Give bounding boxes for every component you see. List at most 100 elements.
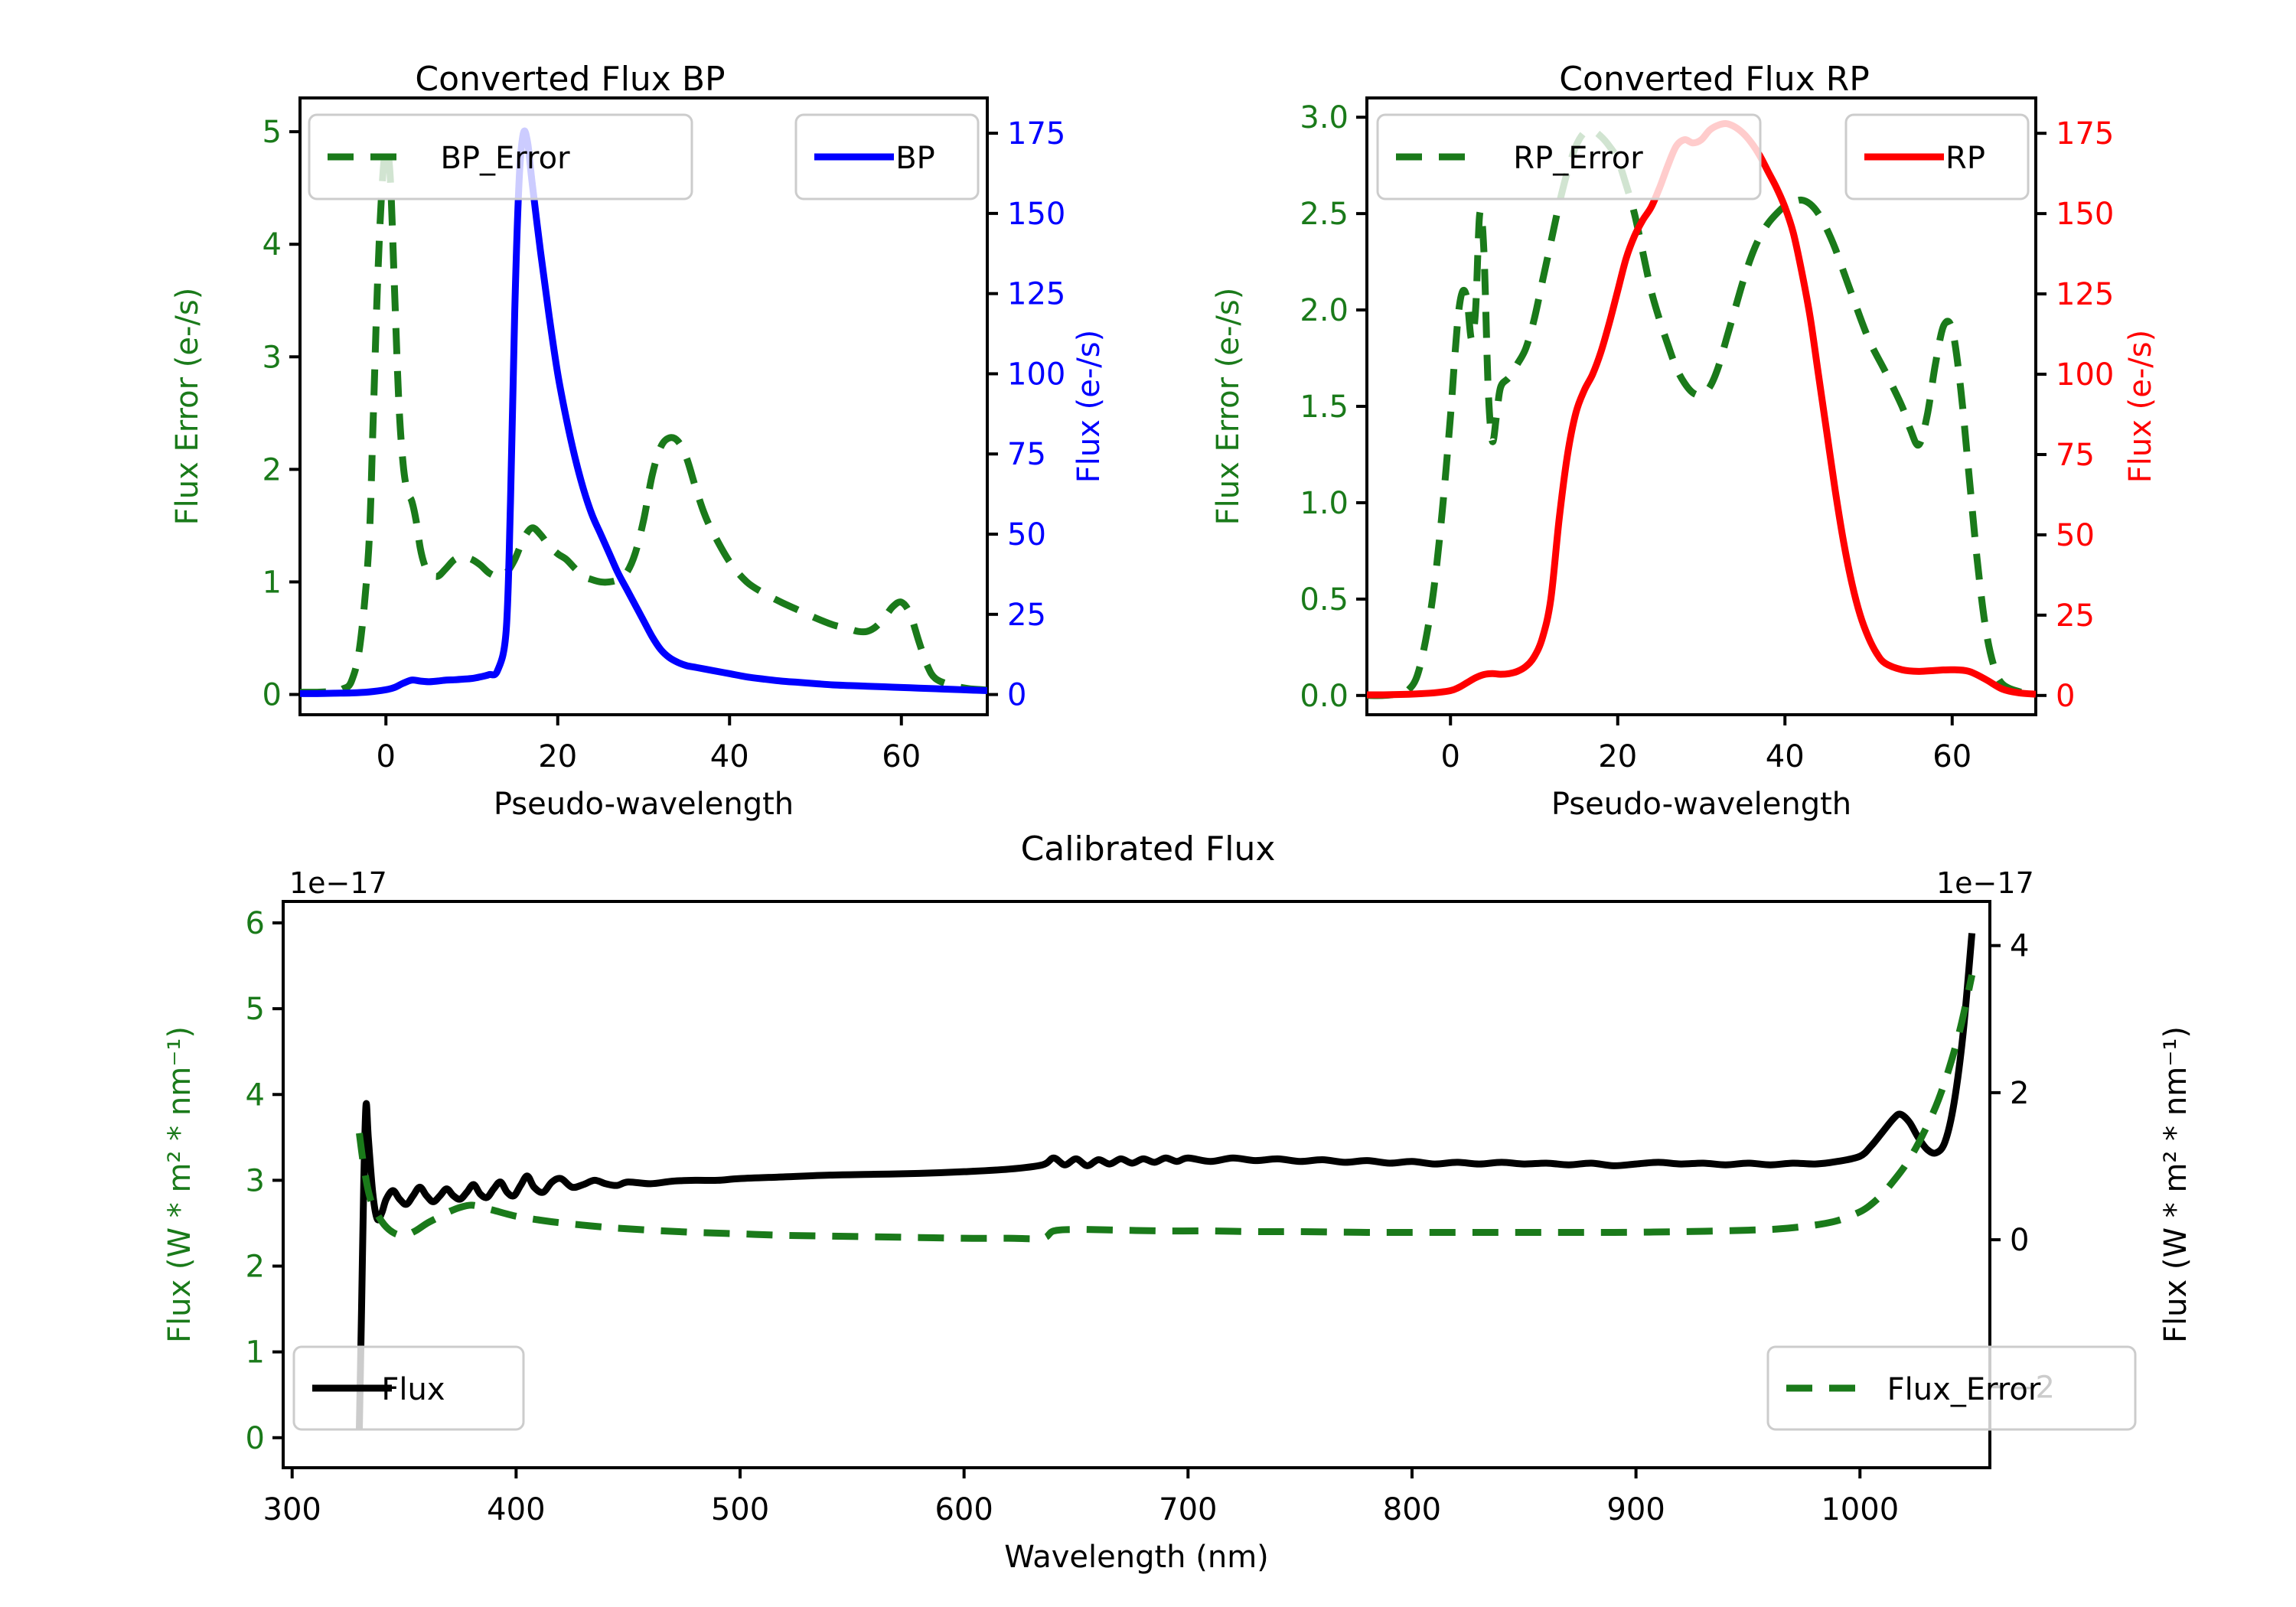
y-tick-label-left: 2 xyxy=(246,1250,265,1285)
y-tick-label-right: 50 xyxy=(2056,518,2095,553)
x-tick-label: 600 xyxy=(934,1492,993,1527)
series-flux_error xyxy=(356,974,1975,1243)
y-tick-label-right: 150 xyxy=(1007,197,1065,232)
y-tick-label-right: 25 xyxy=(2056,598,2095,634)
legend-label: RP xyxy=(1945,141,1985,176)
panel-converted-flux-bp: Converted Flux BP 0 20 40 60 Pseudo-waveleng… xyxy=(0,0,1148,822)
rp-chart-svg: 0 20 40 60 Pseudo-wavelength 0.0 0.5 1.0 1.5 2.0 2… xyxy=(1211,96,2158,822)
y-tick-label-left: 5 xyxy=(246,992,265,1027)
legend-label: Flux xyxy=(381,1372,445,1407)
y-tick-label-right: 100 xyxy=(2056,357,2114,393)
y-tick-label-right: 4 xyxy=(2010,929,2029,964)
legend-box xyxy=(1376,113,1762,200)
y-tick-label-right: 75 xyxy=(1007,437,1046,472)
legend-box xyxy=(292,1345,525,1431)
y-tick-label-left: 4 xyxy=(246,1077,265,1113)
bp-chart-svg: 0 20 40 60 Pseudo-wavelength 0 1 2 3 4 5 Flux Error… xyxy=(170,96,1107,822)
y-tick-label-left: 1 xyxy=(263,565,282,600)
x-tick-label: 900 xyxy=(1606,1492,1665,1527)
y-tick-label-left: 1.0 xyxy=(1300,486,1349,521)
x-tick-label: 40 xyxy=(710,739,749,774)
y-tick-label-left: 4 xyxy=(263,227,282,262)
y-tick-label-left: 3 xyxy=(246,1163,265,1198)
y-tick-label-left: 0 xyxy=(263,678,282,713)
legend-box xyxy=(308,113,693,200)
x-tick-label: 300 xyxy=(263,1492,321,1527)
y-tick-label-left: 3.0 xyxy=(1300,100,1349,135)
legend-label: Flux_Error xyxy=(1887,1372,2041,1407)
y-tick-label-right: 0 xyxy=(2010,1223,2029,1258)
y-axis-label-right: Flux (W * m² * nm⁻¹) xyxy=(2158,1026,2193,1343)
y-axis-label-right: Flux (e-/s) xyxy=(1071,330,1107,483)
y-axis-label-left: Flux (W * m² * nm⁻¹) xyxy=(162,1026,197,1343)
legend-rp-error[interactable]: RP_Error xyxy=(1376,113,1762,200)
x-axis-label: Wavelength (nm) xyxy=(1004,1540,1269,1575)
x-tick-label: 60 xyxy=(882,739,921,774)
y-tick-label-right: 0 xyxy=(1007,678,1026,713)
legend-rp[interactable]: RP xyxy=(1844,113,2030,200)
legend-bp[interactable]: BP xyxy=(794,113,980,200)
x-tick-label: 700 xyxy=(1159,1492,1217,1527)
y-tick-label-left: 3 xyxy=(263,340,282,375)
y-axis-label-left: Flux Error (e-/s) xyxy=(1211,288,1246,526)
x-axis-label: Pseudo-wavelength xyxy=(1551,787,1851,822)
plot-frame xyxy=(282,900,1991,1469)
x-axis-label: Pseudo-wavelength xyxy=(494,787,794,822)
calibrated-panel-title: Calibrated Flux xyxy=(1020,830,1276,869)
x-tick-label: 0 xyxy=(377,739,396,774)
series-flux xyxy=(356,933,1976,1429)
y-axis-label-left: Flux Error (e-/s) xyxy=(170,288,205,526)
rp-panel-title: Converted Flux RP xyxy=(1559,60,1870,99)
y-tick-label-left: 6 xyxy=(246,906,265,941)
x-tick-label: 800 xyxy=(1383,1492,1441,1527)
panel-converted-flux-rp: Converted Flux RP 0 20 40 60 Pseudo-waveleng… xyxy=(1148,0,2296,822)
plot-frame xyxy=(298,96,989,716)
series-bp xyxy=(300,127,987,697)
calibrated-right-offset-text: 1e−17 xyxy=(1936,866,2034,900)
legend-label: BP_Error xyxy=(440,141,570,176)
y-tick-label-left: 0.5 xyxy=(1300,582,1349,618)
calibrated-left-offset-text: 1e−17 xyxy=(289,866,387,900)
y-tick-label-right: 50 xyxy=(1007,517,1046,553)
y-tick-label-left: 2.5 xyxy=(1300,197,1349,232)
y-tick-label-left: 2.0 xyxy=(1300,293,1349,328)
legend-flux[interactable]: Flux xyxy=(292,1345,525,1431)
panel-calibrated-flux: Calibrated Flux 1e−17 1e−17 300 400 500 600… xyxy=(0,811,2296,1607)
x-tick-label: 60 xyxy=(1932,739,1971,774)
x-tick-label: 500 xyxy=(711,1492,769,1527)
y-tick-label-left: 5 xyxy=(263,115,282,150)
legend-flux-error[interactable]: Flux_Error xyxy=(1766,1345,2137,1431)
legend-box xyxy=(1766,1345,2137,1431)
y-tick-label-right: 75 xyxy=(2056,438,2095,473)
y-tick-label-right: 175 xyxy=(1007,116,1065,152)
x-tick-label: 40 xyxy=(1766,739,1805,774)
y-tick-label-right: 125 xyxy=(2056,277,2114,312)
x-tick-label: 0 xyxy=(1441,739,1460,774)
series-bp_error xyxy=(300,144,987,696)
y-tick-label-left: 0 xyxy=(246,1421,265,1456)
y-tick-label-right: 2 xyxy=(2010,1076,2029,1111)
y-tick-label-left: 0.0 xyxy=(1300,679,1349,714)
y-tick-label-right: 100 xyxy=(1007,357,1065,392)
bp-panel-title: Converted Flux BP xyxy=(415,60,726,99)
legend-bp-error[interactable]: BP_Error xyxy=(308,113,693,200)
x-tick-label: 20 xyxy=(538,739,577,774)
legend-label: RP_Error xyxy=(1513,141,1643,176)
x-tick-label: 20 xyxy=(1598,739,1637,774)
y-tick-label-left: 2 xyxy=(263,452,282,487)
x-tick-label: 1000 xyxy=(1821,1492,1899,1527)
y-tick-label-right: 0 xyxy=(2056,679,2075,714)
y-tick-label-left: 1.5 xyxy=(1300,390,1349,425)
series-rp xyxy=(1367,120,2036,699)
y-tick-label-right: 125 xyxy=(1007,277,1065,312)
series-rp_error xyxy=(1367,126,2036,699)
y-tick-label-left: 1 xyxy=(246,1335,265,1371)
legend-label: BP xyxy=(895,141,935,176)
y-tick-label-right: 150 xyxy=(2056,197,2114,232)
y-tick-label-right: 175 xyxy=(2056,116,2114,152)
x-tick-label: 400 xyxy=(487,1492,545,1527)
y-tick-label-right: 25 xyxy=(1007,598,1046,633)
y-axis-label-right: Flux (e-/s) xyxy=(2123,330,2158,483)
